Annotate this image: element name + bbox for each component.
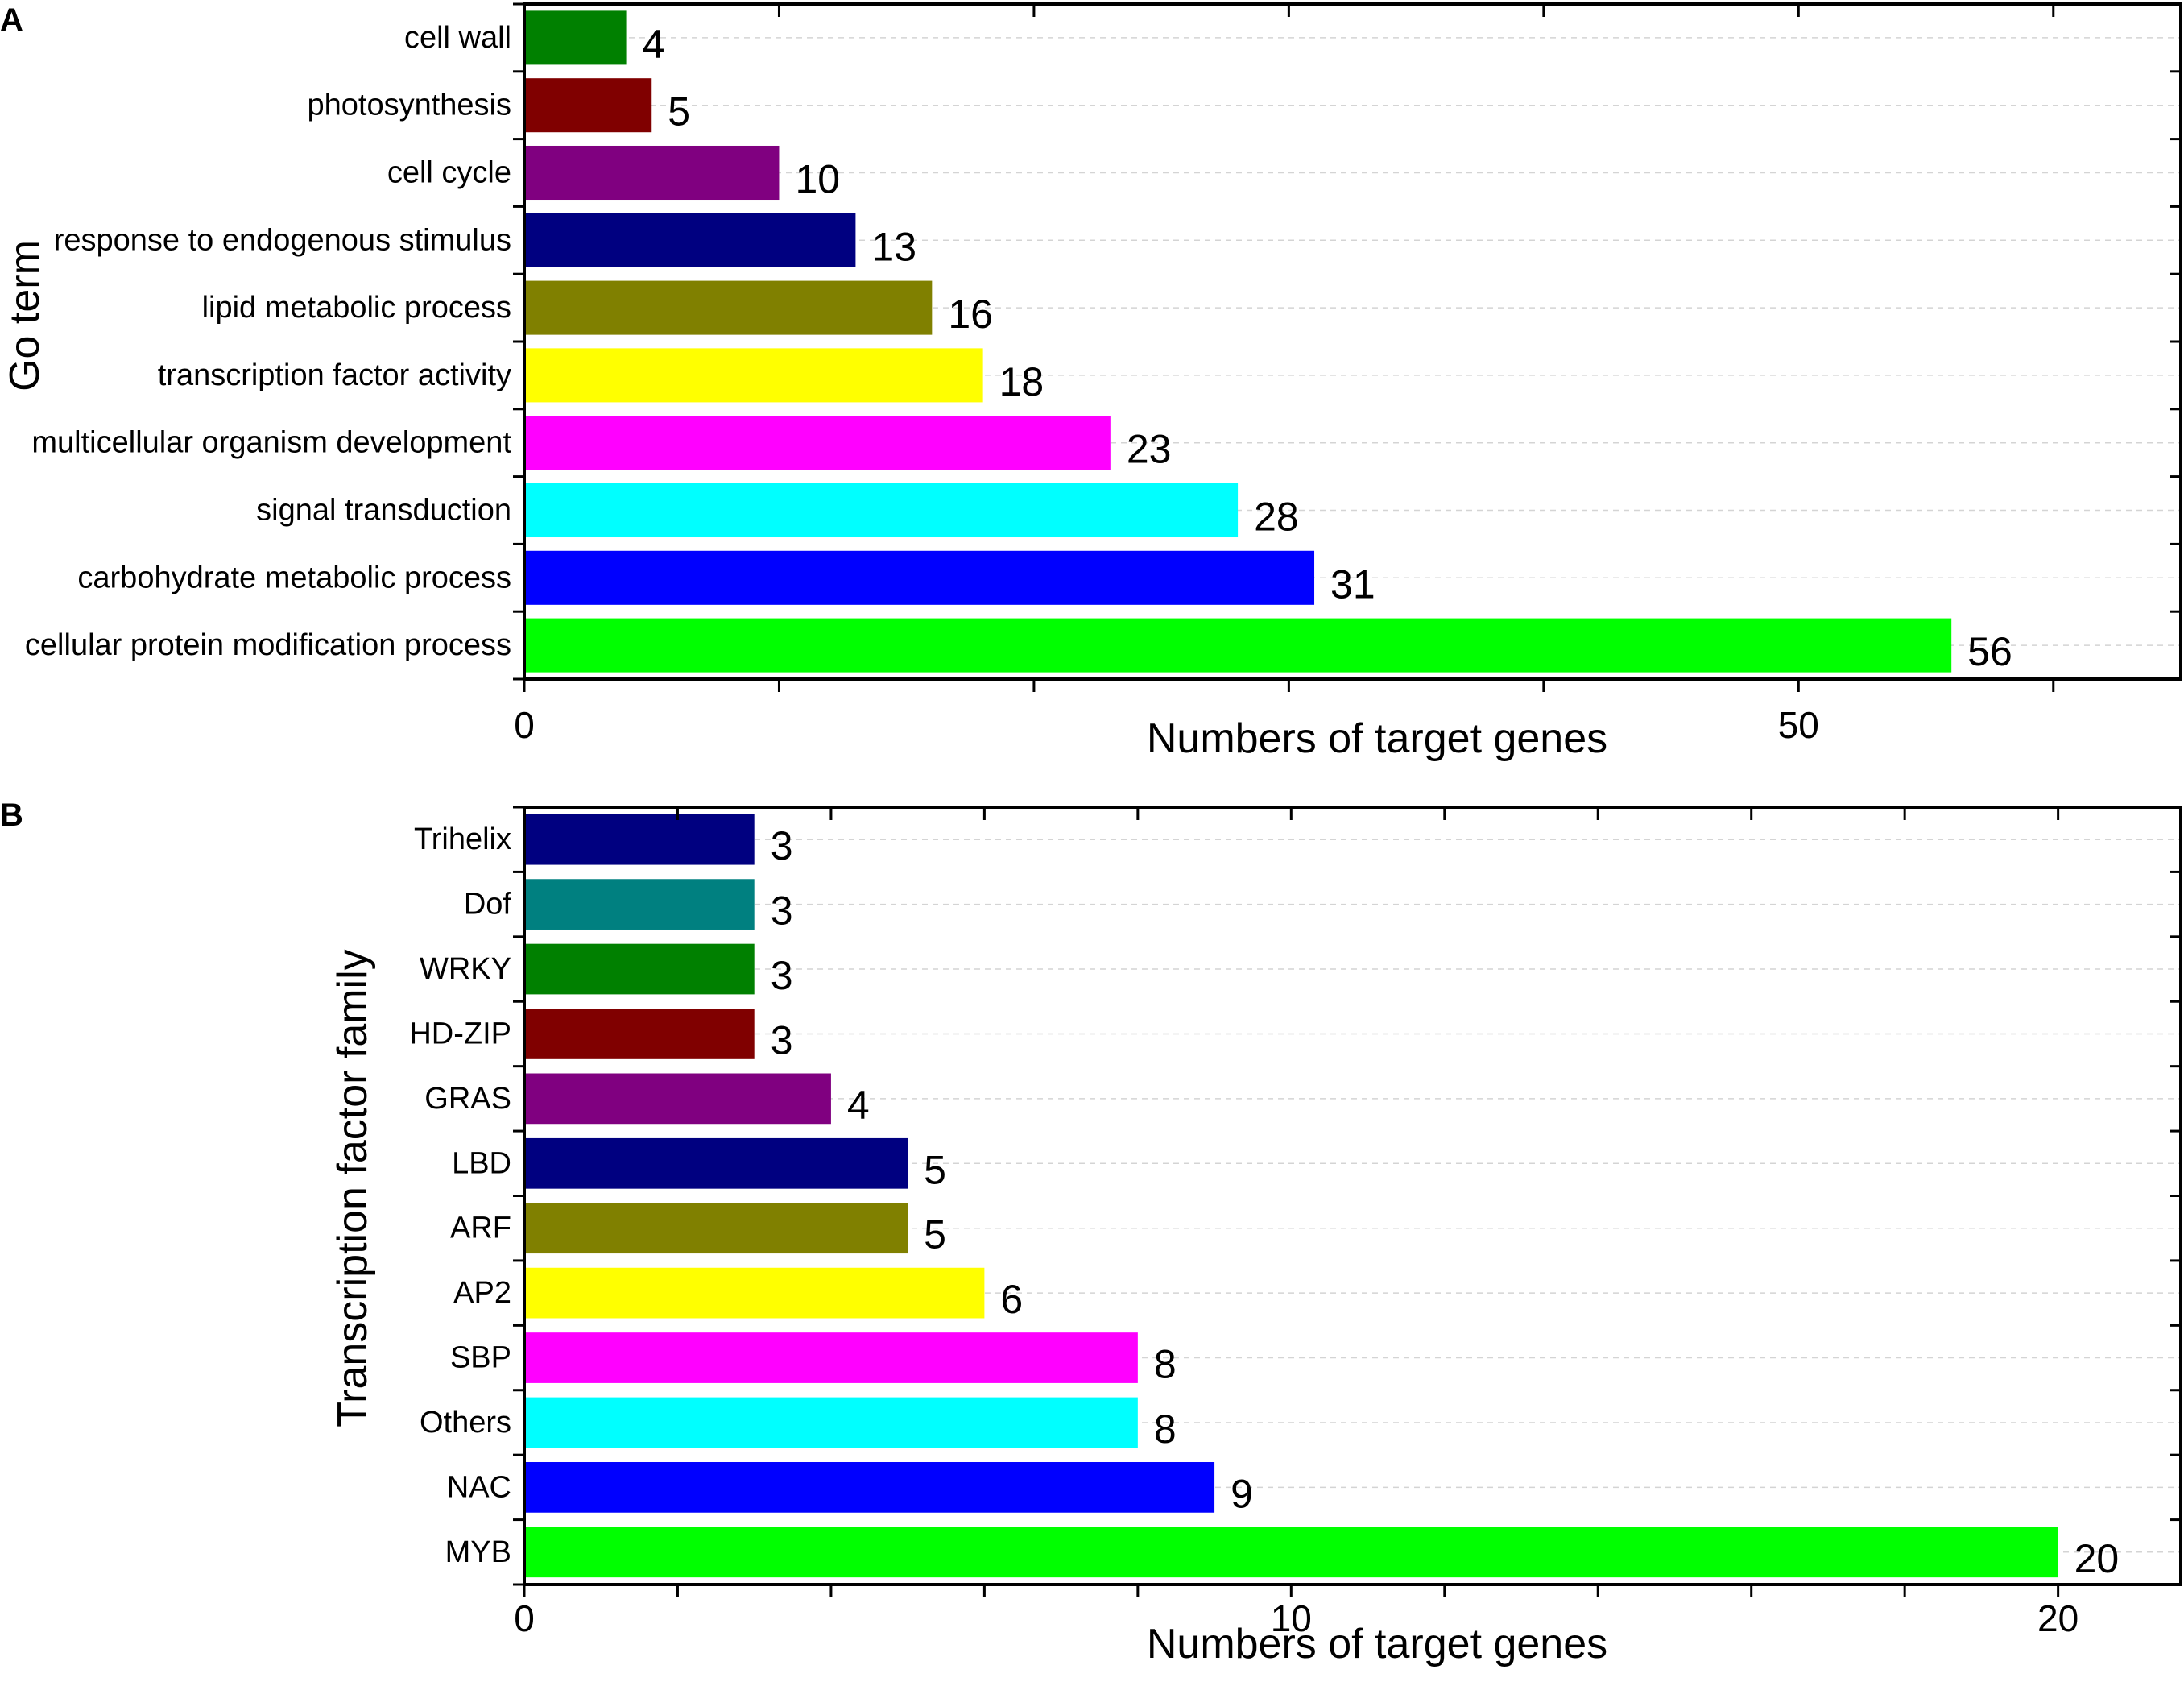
category-label: Trihelix xyxy=(414,822,511,856)
plot-frame xyxy=(523,2,2182,681)
category-label: photosynthesis xyxy=(308,89,512,122)
bar xyxy=(524,145,780,201)
category-label: cellular protein modification process xyxy=(25,628,511,662)
data-label: 10 xyxy=(795,157,840,202)
data-label: 8 xyxy=(1154,1342,1177,1387)
bar xyxy=(524,483,1239,538)
bar xyxy=(524,1397,1138,1448)
data-label: 3 xyxy=(771,1017,793,1063)
category-label: response to endogenous stimulus xyxy=(54,223,511,257)
data-label: 16 xyxy=(948,292,993,337)
category-label: SBP xyxy=(450,1341,511,1375)
x-tick-label: 0 xyxy=(514,704,535,746)
data-label: 31 xyxy=(1330,561,1375,607)
data-label: 6 xyxy=(1000,1277,1023,1322)
chart-panel-b: Trihelix 3 Dof 3 WRKY 3 HD-ZIP 3 GRAS 4 LBD 5 ARF 5 AP… xyxy=(0,797,2182,1667)
bar xyxy=(524,1073,831,1125)
bar xyxy=(524,1332,1138,1383)
category-label: ARF xyxy=(450,1212,511,1245)
bar xyxy=(524,814,755,865)
bar xyxy=(524,550,1315,605)
bar xyxy=(524,943,755,995)
x-tick-label: 0 xyxy=(514,1597,535,1639)
category-label: Others xyxy=(420,1406,511,1440)
x-axis-title: Numbers of target genes xyxy=(1147,715,1607,762)
x-tick-label: 10 xyxy=(1271,1597,1312,1639)
data-label: 4 xyxy=(643,22,665,67)
panel-letter: A xyxy=(0,2,23,38)
category-label: signal transduction xyxy=(256,494,511,528)
data-label: 3 xyxy=(771,889,793,934)
data-label: 18 xyxy=(999,359,1044,404)
y-axis-title: Go term xyxy=(2,240,48,391)
category-label: MYB xyxy=(445,1535,511,1569)
plot-area xyxy=(524,807,2181,1585)
category-label: LBD xyxy=(452,1146,511,1180)
data-label: 13 xyxy=(871,224,916,269)
x-axis-title: Numbers of target genes xyxy=(1147,1621,1607,1667)
category-label: WRKY xyxy=(420,952,511,986)
bar xyxy=(524,348,983,403)
x-tick-label: 50 xyxy=(1778,704,1819,746)
data-label: 3 xyxy=(771,953,793,998)
x-tick-label: 20 xyxy=(2037,1597,2079,1639)
bar xyxy=(524,1267,985,1319)
category-label: transcription factor activity xyxy=(158,358,511,392)
bar xyxy=(524,213,856,267)
bar xyxy=(524,10,627,65)
data-label: 5 xyxy=(668,89,690,135)
bar xyxy=(524,1137,908,1189)
panel-letter: B xyxy=(0,797,23,833)
category-label: NAC xyxy=(447,1470,511,1504)
data-label: 9 xyxy=(1231,1471,1253,1516)
plot-frame xyxy=(523,806,2182,1586)
data-label: 8 xyxy=(1154,1406,1177,1452)
bar xyxy=(524,618,1952,673)
data-label: 3 xyxy=(771,823,793,868)
data-label: 4 xyxy=(847,1083,870,1128)
category-label: Dof xyxy=(464,888,512,922)
bar xyxy=(524,1203,908,1254)
data-label: 5 xyxy=(924,1147,946,1192)
bar xyxy=(524,879,755,930)
data-label: 23 xyxy=(1127,427,1172,472)
category-label: lipid metabolic process xyxy=(202,291,511,325)
bar xyxy=(524,1462,1215,1513)
bar xyxy=(524,416,1111,470)
bar xyxy=(524,280,933,335)
category-label: multicellular organism development xyxy=(31,426,511,460)
category-label: cell cycle xyxy=(387,156,511,190)
bar xyxy=(524,78,652,133)
data-label: 28 xyxy=(1254,495,1299,540)
category-label: carbohydrate metabolic process xyxy=(77,561,511,594)
category-label: AP2 xyxy=(453,1276,511,1310)
category-label: HD-ZIP xyxy=(409,1017,511,1050)
data-label: 20 xyxy=(2074,1536,2120,1581)
bar xyxy=(524,1527,2058,1578)
chart-panel-a: cell wall 4 photosynthesis 5 cell cycle 10 res… xyxy=(0,2,2182,762)
category-label: GRAS xyxy=(424,1082,511,1116)
data-label: 5 xyxy=(924,1212,946,1257)
bar xyxy=(524,1009,755,1059)
y-axis-title: Transcription factor family xyxy=(329,949,376,1427)
category-label: cell wall xyxy=(404,21,511,55)
data-label: 56 xyxy=(1967,629,2012,674)
